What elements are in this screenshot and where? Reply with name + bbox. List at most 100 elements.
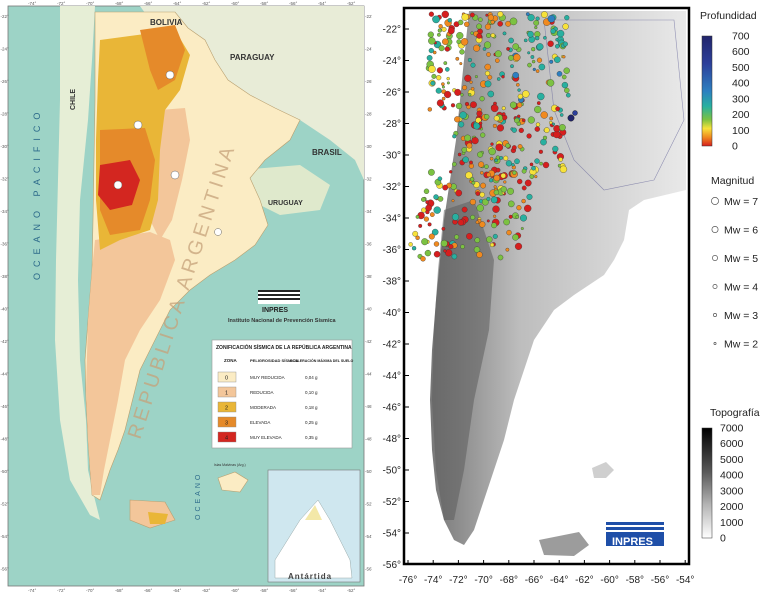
lon-tick-label: -62° bbox=[575, 575, 593, 586]
earthquake-point bbox=[490, 196, 498, 204]
label-brasil: BRASIL bbox=[312, 148, 342, 157]
left-lat-tick: -40° bbox=[1, 307, 10, 312]
earthquake-point bbox=[522, 90, 530, 98]
earthquake-point bbox=[495, 143, 504, 152]
provincial-borders bbox=[543, 19, 685, 191]
lon-tick-label: -70° bbox=[474, 575, 492, 586]
earthquake-point bbox=[455, 56, 460, 61]
earthquake-point bbox=[549, 116, 554, 121]
earthquake-point bbox=[478, 121, 483, 126]
zone-marker bbox=[170, 170, 180, 180]
earthquake-point bbox=[521, 168, 527, 174]
earthquake-point bbox=[503, 180, 507, 184]
earthquake-point bbox=[470, 62, 476, 68]
earthquake-point bbox=[431, 228, 439, 236]
earthquake-point bbox=[527, 14, 535, 22]
earthquake-point bbox=[501, 106, 506, 111]
earthquake-point bbox=[572, 110, 578, 116]
left-lon-tick: -68° bbox=[115, 588, 124, 593]
earthquake-point bbox=[420, 256, 426, 262]
earthquake-point bbox=[501, 112, 506, 116]
legend-swatch bbox=[217, 371, 237, 383]
earthquake-point bbox=[561, 74, 567, 80]
earthquake-point bbox=[507, 187, 514, 195]
left-lon-tick: -56° bbox=[289, 1, 298, 6]
left-lon-tick: -58° bbox=[260, 1, 269, 6]
earthquake-point bbox=[441, 85, 445, 89]
left-lon-tick: -60° bbox=[231, 1, 240, 6]
seismicity-map-panel: INPRES -22° -24° -26° -28° -30° -32° -34° -36° -… bbox=[374, 0, 763, 594]
legend-accel: 0,04 g bbox=[305, 375, 318, 380]
earthquake-point bbox=[479, 221, 486, 228]
earthquake-point bbox=[497, 11, 504, 18]
left-lat-tick: -50° bbox=[365, 469, 372, 474]
earthquake-point bbox=[474, 237, 481, 243]
left-lat-tick: -54° bbox=[365, 534, 372, 539]
earthquake-point bbox=[535, 122, 541, 127]
depth-tick-label: 500 bbox=[732, 62, 750, 74]
earthquake-point bbox=[497, 254, 504, 261]
earthquake-point bbox=[473, 44, 481, 52]
label-pacific-ocean: OCEANO PACIFICO bbox=[32, 107, 42, 280]
earthquake-point bbox=[549, 120, 553, 125]
magnitude-symbol bbox=[711, 226, 719, 233]
earthquake-point bbox=[495, 155, 500, 160]
earthquake-point bbox=[446, 81, 450, 85]
earthquake-point bbox=[478, 161, 485, 168]
earthquake-point bbox=[500, 186, 507, 193]
left-lat-tick: -36° bbox=[365, 242, 372, 247]
earthquake-point bbox=[555, 106, 561, 112]
earthquake-point bbox=[441, 10, 449, 19]
left-lat-tick: -44° bbox=[365, 372, 372, 377]
earthquake-point bbox=[451, 213, 460, 221]
earthquake-point bbox=[456, 32, 464, 40]
earthquake-point bbox=[493, 115, 500, 122]
earthquake-point bbox=[436, 99, 444, 107]
earthquake-point bbox=[492, 123, 497, 128]
earthquake-point bbox=[444, 90, 452, 99]
left-lat-tick: -48° bbox=[365, 437, 372, 442]
earthquake-point bbox=[438, 24, 443, 29]
lat-tick-label: -46° bbox=[383, 403, 401, 414]
earthquake-point bbox=[500, 173, 506, 179]
earthquake-point bbox=[445, 249, 453, 257]
earthquake-point bbox=[444, 46, 450, 52]
earthquake-point bbox=[427, 222, 432, 227]
lon-tick-label: -64° bbox=[550, 575, 568, 586]
earthquake-point bbox=[564, 87, 570, 94]
earthquake-point bbox=[496, 124, 504, 132]
earthquake-point bbox=[486, 33, 491, 38]
earthquake-point bbox=[451, 199, 455, 203]
lon-tick-label: -58° bbox=[626, 575, 644, 586]
earthquake-point bbox=[486, 52, 491, 57]
lat-tick-label: -50° bbox=[383, 466, 401, 477]
earthquake-point bbox=[483, 41, 492, 49]
earthquake-point bbox=[469, 177, 475, 182]
left-lat-tick: -28° bbox=[1, 112, 10, 117]
earthquake-point bbox=[428, 48, 434, 54]
earthquake-point bbox=[428, 168, 435, 176]
earthquake-point bbox=[505, 247, 510, 252]
earthquake-point bbox=[536, 43, 544, 51]
earthquake-point bbox=[531, 59, 536, 64]
earthquake-point bbox=[515, 215, 520, 219]
earthquake-point bbox=[466, 142, 473, 149]
earthquake-point bbox=[486, 196, 491, 201]
earthquake-point bbox=[497, 21, 503, 27]
earthquake-point bbox=[421, 238, 429, 246]
zone-marker bbox=[133, 120, 143, 130]
earthquake-point bbox=[476, 33, 482, 39]
earthquake-point bbox=[508, 55, 514, 61]
earthquake-point bbox=[487, 74, 493, 80]
earthquake-point bbox=[415, 215, 420, 219]
zone-marker bbox=[214, 228, 222, 236]
earthquake-point bbox=[441, 82, 445, 86]
topo-tick-label: 0 bbox=[720, 533, 726, 545]
earthquake-point bbox=[506, 229, 512, 236]
lat-tick-label: -32° bbox=[383, 182, 401, 193]
topo-tick-label: 5000 bbox=[720, 454, 744, 466]
earthquake-point bbox=[470, 31, 474, 35]
left-lat-tick: -48° bbox=[1, 437, 10, 442]
left-lat-tick: -32° bbox=[365, 177, 372, 182]
left-lat-tick: -32° bbox=[1, 177, 10, 182]
